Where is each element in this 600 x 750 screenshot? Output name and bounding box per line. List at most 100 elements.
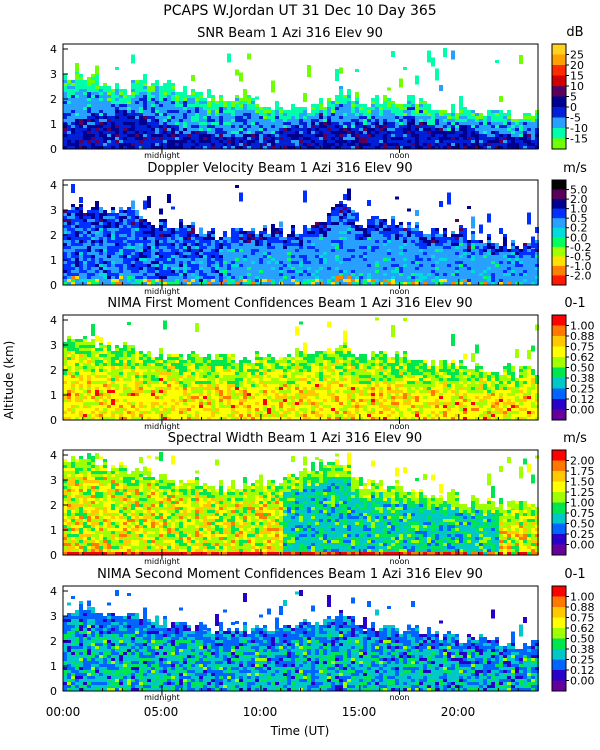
heatmap-cell	[159, 89, 163, 92]
heatmap-cell	[91, 339, 95, 342]
heatmap-cell	[435, 273, 439, 276]
heatmap-cell	[147, 246, 151, 249]
heatmap-cell	[327, 249, 331, 252]
heatmap-cell	[235, 116, 239, 119]
heatmap-cell	[115, 393, 119, 396]
heatmap-cell	[451, 267, 455, 270]
heatmap-cell	[111, 375, 115, 378]
heatmap-cell	[219, 252, 223, 255]
heatmap-cell	[427, 261, 431, 264]
heatmap-cell	[455, 258, 459, 261]
heatmap-cell	[99, 237, 103, 240]
heatmap-cell	[87, 143, 91, 146]
heatmap-cell	[463, 279, 467, 282]
heatmap-cell	[475, 273, 479, 276]
heatmap-cell	[131, 225, 135, 228]
heatmap-cell	[247, 252, 251, 255]
heatmap-cell	[95, 207, 99, 210]
heatmap-cell	[131, 146, 135, 149]
heatmap-cell	[203, 237, 207, 240]
heatmap-cell	[171, 125, 175, 128]
heatmap-cell	[507, 125, 511, 128]
heatmap-cell	[163, 122, 167, 125]
colorbar-label: -10	[570, 122, 588, 135]
heatmap-cell	[111, 381, 115, 384]
heatmap-cell	[367, 234, 371, 237]
heatmap-cell	[399, 279, 403, 282]
heatmap-cell	[99, 228, 103, 231]
heatmap-cell	[107, 216, 111, 219]
heatmap-cell	[167, 128, 171, 131]
heatmap-cell	[347, 119, 351, 122]
heatmap-cell	[251, 252, 255, 255]
heatmap-cell	[207, 104, 211, 107]
heatmap-cell	[195, 243, 199, 246]
heatmap-cell	[291, 143, 295, 146]
heatmap-cell	[135, 107, 139, 110]
heatmap-cell	[211, 113, 215, 116]
heatmap-cell	[299, 279, 303, 282]
heatmap-cell	[115, 104, 119, 107]
heatmap-cell	[535, 255, 539, 258]
heatmap-cell	[419, 270, 423, 273]
heatmap-cell	[431, 231, 435, 234]
heatmap-cell	[191, 231, 195, 234]
heatmap-cell	[191, 237, 195, 240]
heatmap-cell	[155, 92, 159, 95]
heatmap-cell	[487, 140, 491, 143]
heatmap-cell	[523, 134, 527, 137]
heatmap-cell	[343, 193, 347, 200]
heatmap-cell	[355, 68, 359, 72]
heatmap-cell	[263, 267, 267, 270]
heatmap-cell	[275, 267, 279, 270]
heatmap-cell	[347, 282, 351, 285]
heatmap-cell	[427, 125, 431, 128]
heatmap-cell	[103, 369, 107, 372]
heatmap-cell	[375, 110, 379, 113]
heatmap-cell	[79, 137, 83, 140]
heatmap-cell	[99, 411, 103, 414]
heatmap-cell	[471, 140, 475, 143]
heatmap-cell	[231, 140, 235, 143]
heatmap-cell	[523, 113, 527, 116]
heatmap-cell	[223, 282, 227, 285]
heatmap-cell	[351, 237, 355, 240]
heatmap-cell	[191, 270, 195, 273]
heatmap-cell	[319, 234, 323, 237]
heatmap-cell	[391, 234, 395, 237]
heatmap-cell	[451, 234, 455, 237]
heatmap-cell	[523, 140, 527, 143]
heatmap-cell	[343, 282, 347, 285]
heatmap-cell	[103, 363, 107, 366]
heatmap-cell	[219, 143, 223, 146]
heatmap-cell	[171, 243, 175, 246]
heatmap-cell	[67, 216, 71, 219]
heatmap-cell	[431, 57, 435, 67]
heatmap-cell	[379, 234, 383, 237]
colorbar-swatch	[552, 256, 566, 267]
heatmap-cell	[71, 345, 75, 348]
heatmap-cell	[343, 210, 347, 213]
heatmap-cell	[203, 243, 207, 246]
heatmap-cell	[79, 234, 83, 237]
heatmap-cell	[235, 101, 239, 104]
heatmap-cell	[183, 110, 187, 113]
heatmap-cell	[383, 240, 387, 243]
heatmap-cell	[403, 110, 407, 113]
heatmap-cell	[247, 264, 251, 267]
heatmap-cell	[479, 279, 483, 282]
heatmap-cell	[143, 261, 147, 264]
heatmap-cell	[87, 402, 91, 405]
heatmap-cell	[423, 116, 427, 119]
heatmap-cell	[267, 240, 271, 243]
heatmap-cell	[527, 146, 531, 149]
heatmap-cell	[247, 261, 251, 264]
heatmap-cell	[303, 270, 307, 273]
heatmap-cell	[415, 140, 419, 143]
heatmap-cell	[83, 243, 87, 246]
heatmap-cell	[87, 237, 91, 240]
heatmap-cell	[291, 264, 295, 267]
heatmap-cell	[251, 246, 255, 249]
heatmap-cell	[483, 125, 487, 128]
heatmap-cell	[171, 140, 175, 143]
